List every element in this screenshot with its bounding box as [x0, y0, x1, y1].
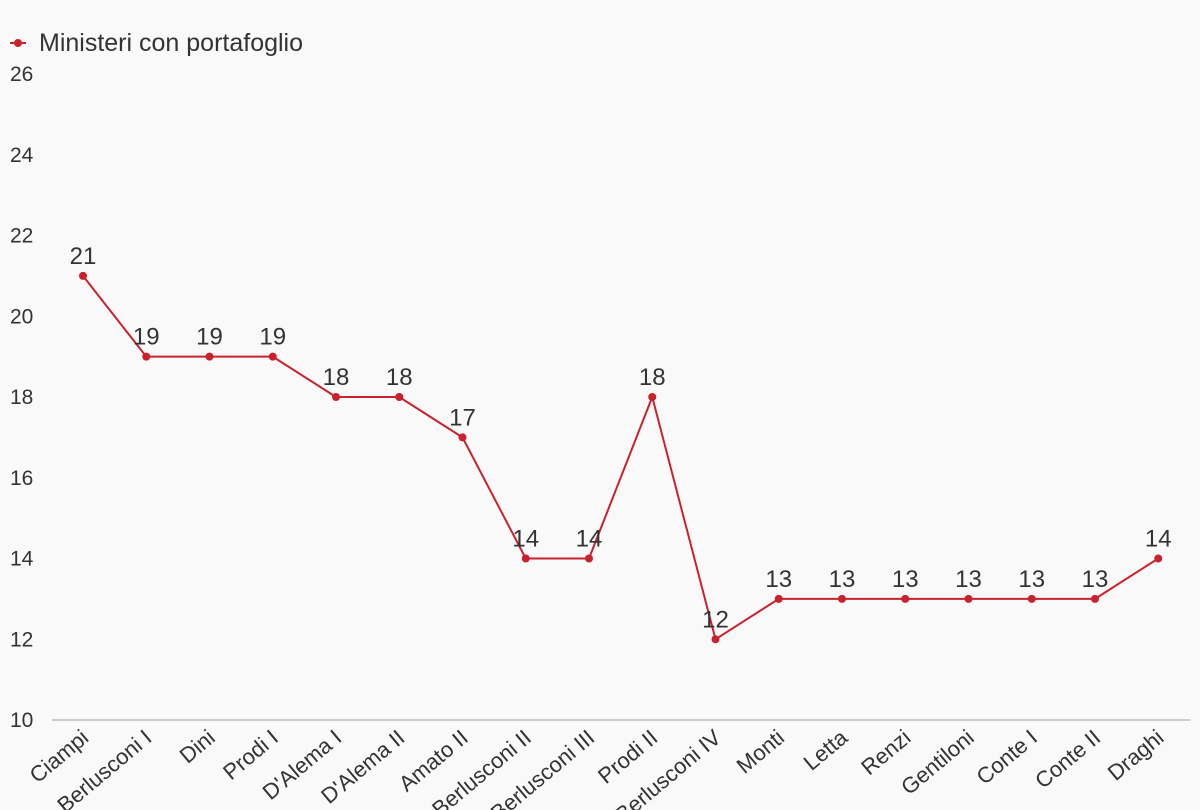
data-label: 13 [1082, 566, 1109, 593]
data-label: 18 [639, 364, 666, 391]
data-point [142, 352, 151, 361]
data-label: 14 [512, 526, 539, 553]
data-point [395, 393, 404, 401]
x-tick-label: Monti [732, 725, 789, 779]
data-point [205, 352, 214, 361]
y-tick-label: 24 [10, 144, 34, 167]
data-point [332, 393, 340, 401]
data-point [268, 352, 277, 361]
data-label: 18 [323, 364, 350, 391]
data-label: 13 [892, 566, 919, 593]
y-tick-label: 12 [10, 628, 33, 651]
data-label: 13 [829, 566, 856, 593]
y-tick-label: 16 [10, 467, 33, 490]
y-tick-label: 26 [10, 63, 33, 86]
y-axis-ticks: 10 12 14 16 18 20 22 24 26 [10, 63, 34, 732]
data-point [458, 433, 467, 442]
data-point [648, 393, 657, 401]
data-point [1154, 554, 1163, 563]
data-label: 14 [1145, 526, 1172, 553]
legend-dot-marker [14, 39, 22, 47]
y-tick-label: 22 [10, 225, 33, 248]
data-point [774, 594, 783, 603]
data-label: 17 [449, 404, 476, 431]
data-label: 19 [133, 324, 160, 351]
data-point [711, 635, 720, 644]
data-point [1027, 594, 1036, 603]
series-layer: 21 19 19 19 18 18 17 14 14 18 12 13 13 13 13 13 13 14 [70, 243, 1172, 644]
data-point [585, 554, 593, 563]
y-tick-label: 14 [10, 548, 34, 571]
data-label: 19 [259, 324, 286, 351]
data-point [838, 594, 846, 603]
data-point [1091, 594, 1099, 603]
x-tick-label: Conte I [972, 725, 1042, 790]
data-point [521, 554, 530, 563]
y-tick-label: 20 [10, 305, 33, 328]
data-label: 19 [196, 324, 223, 351]
series-line [82, 275, 1159, 641]
data-label: 13 [765, 566, 792, 593]
x-tick-label: Draghi [1103, 725, 1169, 786]
data-label: 13 [955, 566, 982, 593]
data-point [79, 271, 87, 280]
data-label: 21 [70, 243, 97, 270]
data-label: 13 [1018, 566, 1045, 593]
x-tick-label: Letta [799, 724, 853, 775]
data-point [901, 594, 910, 603]
y-tick-label: 10 [10, 709, 33, 732]
data-label: 18 [386, 364, 413, 391]
y-tick-label: 18 [10, 386, 33, 409]
legend: Ministeri con portafoglio [10, 29, 303, 57]
data-label: 14 [576, 526, 603, 553]
legend-series-name: Ministeri con portafoglio [39, 29, 303, 57]
data-point [964, 594, 973, 603]
x-tick-label: Dini [175, 725, 220, 769]
x-tick-label: Conte II [1030, 725, 1105, 794]
data-label: 12 [702, 606, 729, 633]
